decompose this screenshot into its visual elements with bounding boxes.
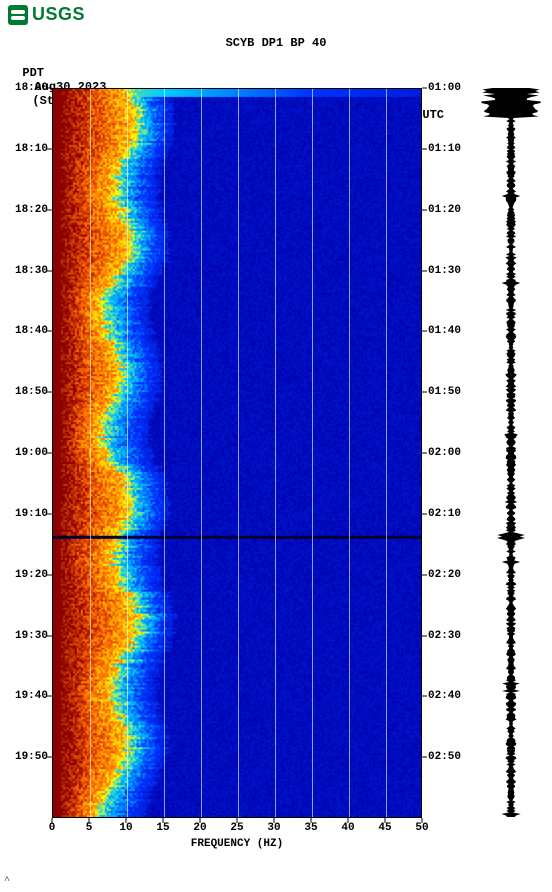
x-tick-mark (126, 818, 127, 823)
y-tick-mark-left (47, 88, 52, 89)
usgs-logo-mark (8, 5, 28, 25)
left-tz-label: PDT (22, 66, 44, 80)
x-tick: 15 (156, 822, 169, 834)
right-tz-label: UTC (422, 108, 444, 122)
waveform-trace (480, 88, 542, 818)
x-tick: 20 (193, 822, 206, 834)
y-tick-left: 18:30 (4, 265, 48, 277)
y-tick-mark-left (47, 453, 52, 454)
x-tick-mark (422, 818, 423, 823)
x-axis-label: FREQUENCY (HZ) (52, 838, 422, 850)
gridline-vertical (201, 89, 202, 817)
y-tick-mark-right (422, 513, 427, 514)
y-tick-left: 19:20 (4, 569, 48, 581)
y-tick-mark-right (422, 270, 427, 271)
y-tick-mark-left (47, 331, 52, 332)
y-tick-left: 19:00 (4, 447, 48, 459)
y-tick-right: 02:20 (428, 569, 472, 581)
x-tick-mark (200, 818, 201, 823)
y-tick-mark-left (47, 270, 52, 271)
x-tick: 40 (341, 822, 354, 834)
x-tick: 10 (119, 822, 132, 834)
y-tick-mark-right (422, 453, 427, 454)
y-tick-mark-right (422, 696, 427, 697)
y-tick-left: 19:50 (4, 751, 48, 763)
spectrogram-plot (52, 88, 422, 818)
y-tick-mark-left (47, 574, 52, 575)
y-tick-right: 02:00 (428, 447, 472, 459)
x-tick-mark (274, 818, 275, 823)
y-tick-mark-left (47, 696, 52, 697)
usgs-logo-text: USGS (32, 4, 85, 25)
x-tick-mark (311, 818, 312, 823)
y-tick-mark-right (422, 209, 427, 210)
y-tick-mark-right (422, 331, 427, 332)
y-tick-left: 19:30 (4, 630, 48, 642)
y-tick-mark-left (47, 392, 52, 393)
y-tick-right: 01:30 (428, 265, 472, 277)
gridline-vertical (349, 89, 350, 817)
gridline-vertical (164, 89, 165, 817)
x-tick-mark (89, 818, 90, 823)
y-tick-right: 01:50 (428, 386, 472, 398)
x-tick: 0 (49, 822, 56, 834)
gridline-vertical (90, 89, 91, 817)
x-tick: 35 (304, 822, 317, 834)
y-tick-mark-left (47, 635, 52, 636)
footnote-mark: ^ (4, 876, 10, 887)
y-tick-left: 18:10 (4, 143, 48, 155)
x-tick: 25 (230, 822, 243, 834)
y-tick-mark-left (47, 757, 52, 758)
y-tick-right: 02:30 (428, 630, 472, 642)
y-tick-right: 02:10 (428, 508, 472, 520)
x-tick: 5 (86, 822, 93, 834)
waveform-panel (480, 88, 542, 818)
x-tick-mark (348, 818, 349, 823)
y-tick-right: 01:20 (428, 204, 472, 216)
y-tick-mark-right (422, 88, 427, 89)
gridline-vertical (386, 89, 387, 817)
y-tick-right: 01:40 (428, 325, 472, 337)
y-tick-mark-left (47, 148, 52, 149)
y-tick-left: 19:40 (4, 690, 48, 702)
y-tick-right: 02:40 (428, 690, 472, 702)
gridline-vertical (312, 89, 313, 817)
y-tick-left: 18:00 (4, 82, 48, 94)
y-tick-left: 18:40 (4, 325, 48, 337)
chart-title: SCYB DP1 BP 40 (0, 36, 552, 50)
y-tick-left: 19:10 (4, 508, 48, 520)
x-tick: 50 (415, 822, 428, 834)
y-tick-mark-left (47, 209, 52, 210)
y-tick-right: 02:50 (428, 751, 472, 763)
x-tick-mark (163, 818, 164, 823)
y-tick-mark-right (422, 757, 427, 758)
x-tick: 45 (378, 822, 391, 834)
gridline-vertical (238, 89, 239, 817)
x-tick-mark (52, 818, 53, 823)
y-tick-right: 01:10 (428, 143, 472, 155)
x-tick-mark (237, 818, 238, 823)
spectrogram-canvas (53, 89, 421, 817)
y-tick-mark-right (422, 635, 427, 636)
waveform-envelope (481, 88, 541, 817)
y-tick-mark-right (422, 148, 427, 149)
y-tick-mark-left (47, 513, 52, 514)
y-tick-mark-right (422, 392, 427, 393)
y-tick-left: 18:20 (4, 204, 48, 216)
gridline-vertical (275, 89, 276, 817)
gridline-vertical (127, 89, 128, 817)
y-tick-mark-right (422, 574, 427, 575)
y-tick-right: 01:00 (428, 82, 472, 94)
x-tick: 30 (267, 822, 280, 834)
x-tick-mark (385, 818, 386, 823)
usgs-logo: USGS (8, 4, 85, 25)
y-tick-left: 18:50 (4, 386, 48, 398)
